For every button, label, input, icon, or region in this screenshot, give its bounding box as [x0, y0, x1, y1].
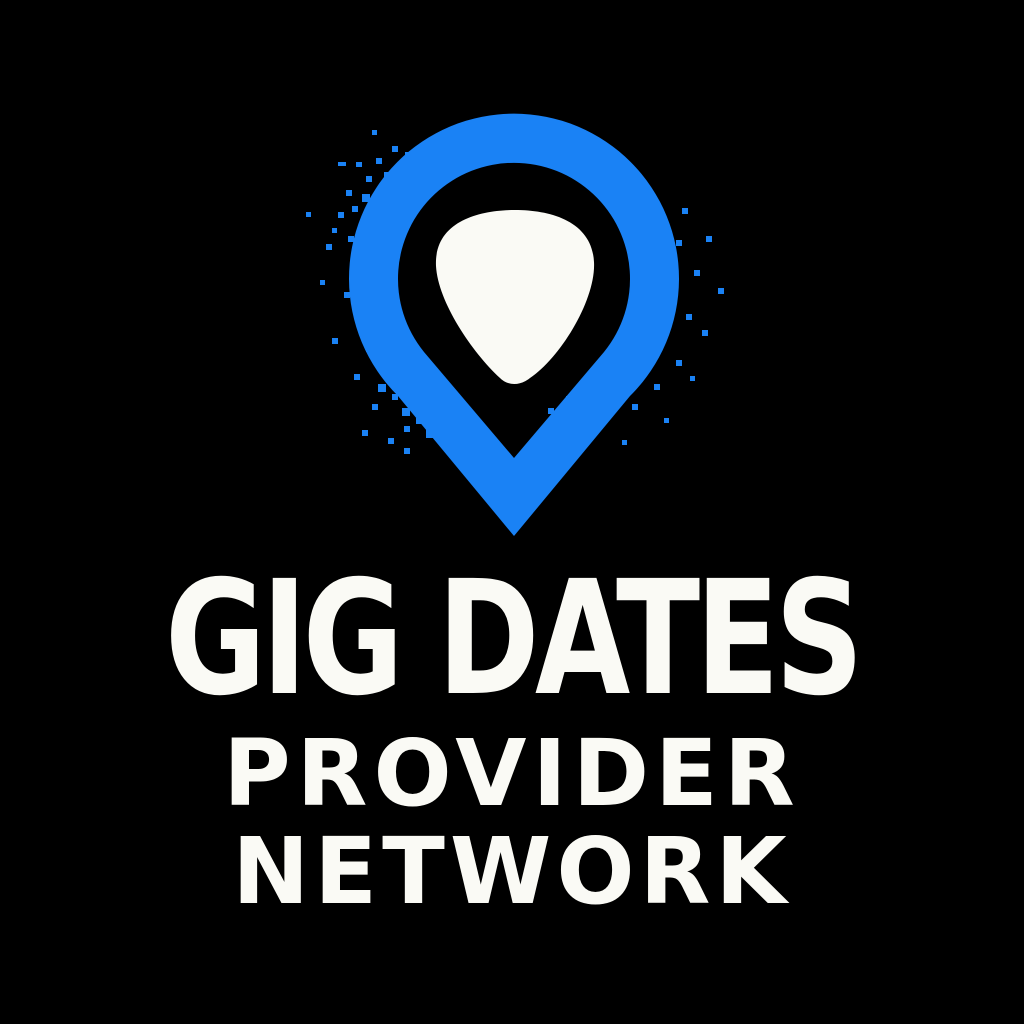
brand-line-network: NETWORK — [232, 818, 792, 925]
map-pin-guitar-pick-icon — [306, 113, 724, 537]
pixel-particles — [306, 130, 724, 454]
brand-line-gig-dates: GIG DATES — [164, 547, 864, 731]
brand-line-provider: PROVIDER — [223, 720, 801, 827]
guitar-pick-shape — [435, 210, 595, 384]
